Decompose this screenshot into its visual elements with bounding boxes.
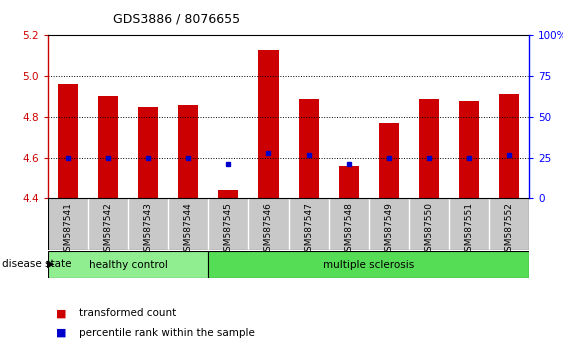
Bar (168, 198, 208, 250)
Bar (489, 198, 529, 250)
Text: GSM587541: GSM587541 (64, 202, 73, 257)
Bar (178, 105, 198, 198)
Bar (329, 198, 369, 250)
Bar (258, 50, 279, 198)
Bar (339, 166, 359, 198)
Text: multiple sclerosis: multiple sclerosis (323, 259, 414, 270)
Text: percentile rank within the sample: percentile rank within the sample (79, 328, 254, 338)
Text: GDS3886 / 8076655: GDS3886 / 8076655 (113, 12, 240, 25)
Bar (88, 198, 128, 250)
Bar (58, 84, 78, 198)
Bar (369, 198, 409, 250)
Bar (409, 198, 449, 250)
Text: GSM587548: GSM587548 (344, 202, 353, 257)
Bar (449, 198, 489, 250)
Text: GSM587547: GSM587547 (304, 202, 313, 257)
Text: GSM587552: GSM587552 (504, 202, 513, 257)
Bar (98, 97, 118, 198)
Bar (128, 198, 168, 250)
Bar (248, 198, 288, 250)
Bar (208, 251, 529, 278)
Text: GSM587551: GSM587551 (464, 202, 473, 257)
Text: GSM587545: GSM587545 (224, 202, 233, 257)
Bar (288, 198, 329, 250)
Text: GSM587542: GSM587542 (104, 202, 113, 257)
Bar (48, 198, 88, 250)
Bar (459, 101, 479, 198)
Bar (48, 251, 208, 278)
Bar (499, 95, 519, 198)
Text: GSM587544: GSM587544 (184, 202, 193, 257)
Text: ■: ■ (56, 328, 67, 338)
Bar (419, 98, 439, 198)
Text: GSM587546: GSM587546 (264, 202, 273, 257)
Text: disease state: disease state (2, 259, 71, 269)
Text: GSM587543: GSM587543 (144, 202, 153, 257)
Bar (298, 98, 319, 198)
Text: ■: ■ (56, 308, 67, 318)
Text: GSM587550: GSM587550 (425, 202, 434, 257)
Bar (138, 107, 158, 198)
Bar (379, 123, 399, 198)
Text: healthy control: healthy control (88, 259, 168, 270)
Text: ▶: ▶ (47, 259, 54, 269)
Text: transformed count: transformed count (79, 308, 176, 318)
Bar (208, 198, 248, 250)
Bar (218, 190, 238, 198)
Text: GSM587549: GSM587549 (385, 202, 394, 257)
